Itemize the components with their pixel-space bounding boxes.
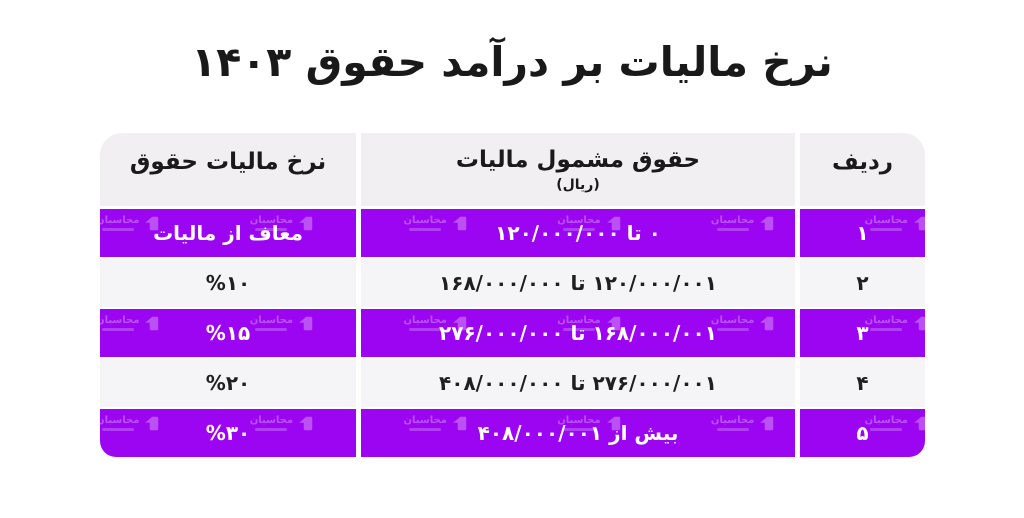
salary-range-cell: ۲۷۶/۰۰۰/۰۰۱ تا ۴۰۸/۰۰۰/۰۰۰ <box>361 359 795 407</box>
row-index-cell: ۳ <box>800 309 925 357</box>
tax-rate-cell: %۱۵ <box>100 309 356 357</box>
salary-range-value: ۱۶۸/۰۰۰/۰۰۱ تا ۲۷۶/۰۰۰/۰۰۰ <box>439 321 717 345</box>
header-label-rate: نرخ مالیات حقوق <box>129 149 327 176</box>
tax-rate-value: %۲۰ <box>205 371 251 395</box>
table-row-5: محاسبان محاسبان محاسبان <box>96 409 928 457</box>
salary-range-value: ۱۲۰/۰۰۰/۰۰۱ تا ۱۶۸/۰۰۰/۰۰۰ <box>439 271 717 295</box>
row-index-cell: ۲ <box>800 259 925 307</box>
tax-rate-value: %۱۵ <box>205 321 251 345</box>
table-row-4: ۴ ۲۷۶/۰۰۰/۰۰۱ تا ۴۰۸/۰۰۰/۰۰۰ %۲۰ <box>100 359 925 407</box>
tax-rate-value: معاف از مالیات <box>153 221 303 245</box>
row-index-cell: ۱ <box>800 209 925 257</box>
header-label-index: ردیف <box>831 149 894 176</box>
row-index-value: ۳ <box>856 321 869 345</box>
header-sublabel-rial: (ریال) <box>556 177 600 194</box>
row-index-value: ۲ <box>856 271 869 295</box>
row-index-cell: ۵ <box>800 409 925 457</box>
header-cell-rate: نرخ مالیات حقوق <box>100 133 356 206</box>
table-header-row: ردیف حقوق مشمول مالیات (ریال) نرخ مالیات… <box>100 133 925 206</box>
header-label-salary: حقوق مشمول مالیات <box>455 146 701 173</box>
tax-rate-value: %۱۰ <box>205 271 251 295</box>
salary-range-value: ۲۷۶/۰۰۰/۰۰۱ تا ۴۰۸/۰۰۰/۰۰۰ <box>439 371 717 395</box>
tax-rate-cell: %۱۰ <box>100 259 356 307</box>
page-title: نرخ مالیات بر درآمد حقوق ۱۴۰۳ <box>191 38 833 86</box>
salary-range-cell: ۱۲۰/۰۰۰/۰۰۱ تا ۱۶۸/۰۰۰/۰۰۰ <box>361 259 795 307</box>
table-row-1: محاسبان محاسبان محاسبان <box>96 209 928 257</box>
header-cell-salary: حقوق مشمول مالیات (ریال) <box>361 133 795 206</box>
salary-range-cell: ۱۶۸/۰۰۰/۰۰۱ تا ۲۷۶/۰۰۰/۰۰۰ <box>361 309 795 357</box>
header-cell-index: ردیف <box>800 133 925 206</box>
table-row-2: ۲ ۱۲۰/۰۰۰/۰۰۱ تا ۱۶۸/۰۰۰/۰۰۰ %۱۰ <box>100 259 925 307</box>
salary-range-cell: ۰ تا ۱۲۰/۰۰۰/۰۰۰ <box>361 209 795 257</box>
tax-rate-table: ردیف حقوق مشمول مالیات (ریال) نرخ مالیات… <box>96 133 928 459</box>
salary-range-cell: بیش از ۴۰۸/۰۰۰/۰۰۱ <box>361 409 795 457</box>
tax-rate-cell: معاف از مالیات <box>100 209 356 257</box>
row-index-cell: ۴ <box>800 359 925 407</box>
salary-range-value: بیش از ۴۰۸/۰۰۰/۰۰۱ <box>477 421 679 445</box>
row-index-value: ۱ <box>856 221 869 245</box>
table-row-3: محاسبان محاسبان محاسبان <box>96 309 928 357</box>
row-index-value: ۴ <box>856 371 869 395</box>
tax-rate-cell: %۳۰ <box>100 409 356 457</box>
tax-rate-cell: %۲۰ <box>100 359 356 407</box>
tax-rate-value: %۳۰ <box>205 421 251 445</box>
salary-range-value: ۰ تا ۱۲۰/۰۰۰/۰۰۰ <box>495 221 661 245</box>
row-index-value: ۵ <box>856 421 869 445</box>
